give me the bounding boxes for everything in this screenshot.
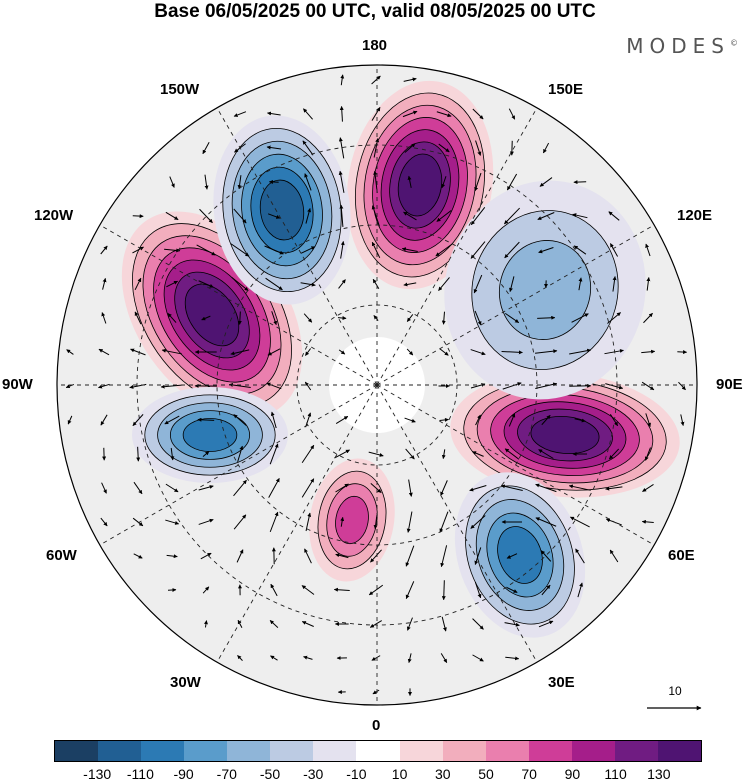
lon-label-120w: 120W (34, 207, 73, 224)
anomaly-contour (183, 418, 237, 451)
lon-label-90w: 90W (2, 376, 33, 393)
color-bar-swatch (184, 741, 227, 761)
color-bar-tick-label: -130 (83, 766, 111, 782)
color-bar-swatch (658, 741, 701, 761)
color-bar-tick-label: 70 (521, 766, 537, 782)
reference-vector: 10 (645, 683, 705, 723)
color-bar-ticks: -130 -110 -90 -70 -50 -30 -10 10 30 50 70 90 110 130 (54, 766, 702, 784)
color-bar-tick-label: 30 (435, 766, 451, 782)
color-bar-swatch (227, 741, 270, 761)
wind-arrow (269, 182, 278, 183)
reference-vector-value: 10 (668, 684, 682, 698)
color-bar-swatch (55, 741, 98, 761)
lon-label-30e: 30E (548, 674, 575, 691)
lon-label-60w: 60W (46, 547, 77, 564)
negative-anomaly (132, 387, 288, 483)
color-bar-tick-label: 90 (565, 766, 581, 782)
color-bar-swatch (486, 741, 529, 761)
wind-arrow (133, 216, 144, 217)
color-bar-swatch (356, 741, 399, 761)
color-bar-swatch (615, 741, 658, 761)
color-bar-tick-label: -30 (303, 766, 323, 782)
color-bar-tick-label: -110 (127, 766, 154, 782)
color-bar-swatch (400, 741, 443, 761)
color-bar-tick-label: -50 (260, 766, 280, 782)
color-bar-swatch (313, 741, 356, 761)
lon-label-120e: 120E (677, 207, 712, 224)
lon-label-150e: 150E (548, 81, 583, 98)
color-bar-tick-label: -10 (346, 766, 366, 782)
color-bar-tick-label: 50 (478, 766, 494, 782)
color-bar-swatch (98, 741, 141, 761)
color-bar-tick-label: 130 (647, 766, 670, 782)
color-bar-tick-label: 110 (604, 766, 626, 782)
lon-label-0: 0 (372, 717, 380, 734)
wind-arrow (338, 318, 346, 319)
color-bar-tick-label: -70 (217, 766, 237, 782)
color-bar-swatch (529, 741, 572, 761)
color-bar (54, 740, 702, 762)
lon-label-90e: 90E (716, 376, 743, 393)
polar-stereographic-map (0, 0, 750, 735)
color-bar-swatch (141, 741, 184, 761)
color-bar-swatch (270, 741, 313, 761)
lon-label-180: 180 (362, 37, 387, 54)
color-bar-swatch (572, 741, 615, 761)
wind-arrow (168, 590, 176, 591)
lon-label-60e: 60E (668, 547, 695, 564)
lon-label-30w: 30W (170, 674, 201, 691)
color-bar-tick-label: 10 (392, 766, 408, 782)
color-bar-swatch (443, 741, 486, 761)
color-bar-tick-label: -90 (173, 766, 193, 782)
wind-arrow (444, 580, 445, 600)
lon-label-150w: 150W (160, 81, 199, 98)
